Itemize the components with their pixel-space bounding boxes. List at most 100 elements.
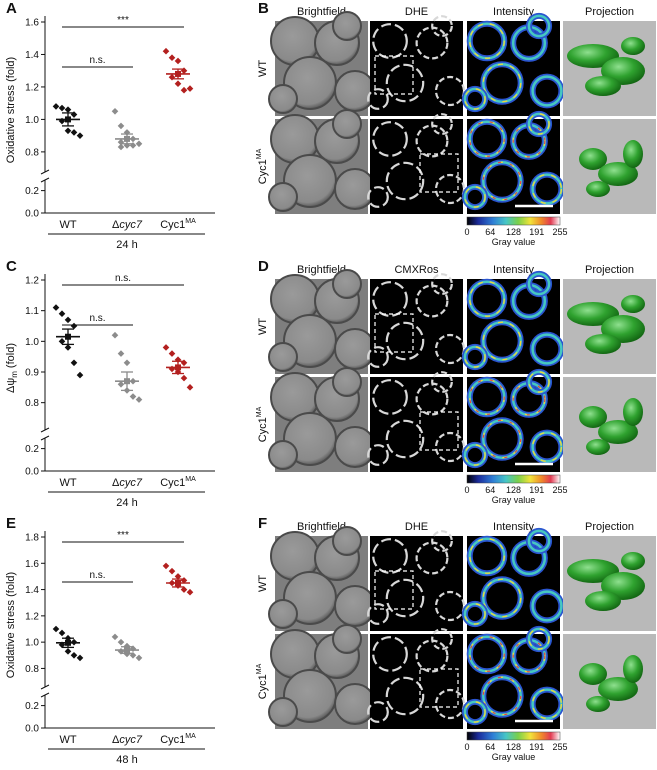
mitochondria-signal bbox=[367, 701, 389, 723]
row-label-wt: WT bbox=[257, 60, 269, 77]
data-point bbox=[129, 393, 137, 400]
fluorescence-image bbox=[370, 536, 463, 631]
cell-outline bbox=[334, 683, 376, 725]
cell-outline bbox=[332, 526, 362, 556]
intensity-hotspot bbox=[464, 346, 486, 368]
panel-letter-e: E bbox=[6, 515, 17, 532]
projection-mitochondria bbox=[585, 334, 621, 354]
data-point bbox=[186, 588, 194, 596]
data-point bbox=[58, 310, 66, 318]
data-point bbox=[70, 322, 78, 330]
colorbar-tick-label: 64 bbox=[485, 227, 495, 237]
mitochondria-signal bbox=[367, 186, 389, 208]
y-tick-label: 1.0 bbox=[25, 337, 39, 348]
panel-letter-b: B bbox=[258, 0, 269, 17]
cell-outline bbox=[334, 426, 376, 468]
projection-mitochondria bbox=[586, 181, 610, 197]
data-point bbox=[64, 648, 72, 655]
cell-outline bbox=[334, 168, 376, 210]
data-point bbox=[135, 654, 143, 662]
data-point bbox=[70, 651, 78, 659]
zoom-region-box bbox=[419, 668, 459, 708]
colorbar-tick-label: 255 bbox=[552, 227, 567, 237]
mitochondria-signal bbox=[385, 676, 425, 716]
data-point bbox=[76, 132, 84, 139]
group-label: Δcyc7 bbox=[112, 734, 143, 746]
y-tick-label: 0.0 bbox=[25, 209, 39, 220]
data-point bbox=[180, 359, 188, 367]
mitochondria-signal bbox=[385, 63, 425, 103]
colorbar bbox=[466, 474, 561, 484]
mitochondria-signal bbox=[385, 578, 425, 618]
mitochondria-signal bbox=[372, 121, 408, 157]
y-tick-label: 0.8 bbox=[25, 147, 39, 158]
group-label: Cyc1MA bbox=[160, 476, 196, 489]
cell-outline bbox=[268, 342, 298, 372]
y-tick-label: 1.0 bbox=[25, 638, 39, 649]
data-point bbox=[168, 350, 176, 357]
data-point bbox=[64, 344, 72, 351]
projection-mitochondria bbox=[621, 37, 645, 55]
intensity-peak bbox=[482, 419, 522, 459]
y-tick-label: 0.8 bbox=[25, 398, 39, 409]
projection-mitochondria bbox=[598, 420, 638, 444]
y-tick-label: 1.4 bbox=[25, 585, 39, 596]
data-point bbox=[70, 111, 78, 118]
data-point bbox=[168, 567, 176, 575]
data-point bbox=[162, 47, 170, 55]
data-point bbox=[123, 359, 131, 367]
time-label: 48 h bbox=[116, 754, 137, 766]
y-tick-label: 1.8 bbox=[25, 533, 39, 544]
data-point bbox=[52, 625, 60, 633]
y-axis-label: Δψm (fold) bbox=[5, 343, 19, 393]
cell-outline bbox=[332, 624, 362, 654]
scatter-plot-0: 0.8 1.0 1.2 1.4 1.6 0.0 0.2 Oxidative stress (f… bbox=[5, 15, 215, 251]
projection-mitochondria bbox=[567, 302, 619, 326]
y-tick-label: 0.2 bbox=[25, 186, 39, 197]
intensity-hotspot bbox=[482, 63, 522, 103]
colorbar-tick-label: 0 bbox=[464, 742, 469, 752]
data-point bbox=[174, 57, 182, 65]
zoom-region-box bbox=[374, 313, 414, 353]
axis-break-mark bbox=[40, 684, 50, 690]
data-point bbox=[180, 67, 188, 75]
data-point bbox=[117, 380, 125, 388]
data-point bbox=[76, 371, 84, 379]
intensity-hotspot bbox=[531, 431, 563, 463]
data-point bbox=[111, 331, 119, 339]
column-header: Brightfield bbox=[297, 6, 346, 18]
projection-mitochondria bbox=[598, 162, 638, 186]
scatter-plot-1: 0.8 0.9 1.0 1.1 1.2 0.0 0.2 Δψm (fold) WT Δcyc7 Cy… bbox=[5, 273, 215, 509]
mitochondria-signal bbox=[434, 75, 466, 107]
mean-marker bbox=[65, 116, 71, 123]
mean-marker bbox=[65, 333, 71, 340]
intensity-hotspot bbox=[531, 688, 563, 720]
zoom-region-box bbox=[419, 153, 459, 193]
micro-panel-1: Brightfield CMXRos Intensity Projection WT Cy… bbox=[256, 264, 656, 505]
mean-marker bbox=[124, 647, 130, 654]
mitochondria-signal bbox=[431, 371, 453, 393]
projection-mitochondria bbox=[623, 655, 643, 683]
cell-outline bbox=[332, 367, 362, 397]
intensity-hotspot bbox=[469, 281, 505, 317]
mean-marker bbox=[175, 580, 181, 586]
intensity-hotspot bbox=[464, 444, 486, 466]
mitochondria-signal bbox=[367, 444, 389, 466]
projection-mitochondria bbox=[567, 559, 619, 583]
micro-panel-0: Brightfield DHE Intensity Projection WT Cyc1M… bbox=[256, 6, 656, 247]
mean-marker bbox=[124, 135, 130, 142]
intensity-hotspot bbox=[469, 538, 505, 574]
data-point bbox=[162, 344, 170, 351]
projection-mitochondria bbox=[586, 439, 610, 455]
intensity-peak bbox=[469, 636, 505, 672]
intensity-hotspot bbox=[528, 628, 550, 650]
colorbar-tick-label: 0 bbox=[464, 227, 469, 237]
column-header: DHE bbox=[405, 6, 428, 18]
column-header: Intensity bbox=[493, 521, 534, 533]
column-header: Projection bbox=[585, 6, 634, 18]
data-point bbox=[111, 633, 119, 641]
column-header: Brightfield bbox=[297, 264, 346, 276]
colorbar-tick-label: 128 bbox=[506, 485, 521, 495]
mitochondria-signal bbox=[372, 379, 408, 415]
data-point bbox=[117, 638, 125, 646]
